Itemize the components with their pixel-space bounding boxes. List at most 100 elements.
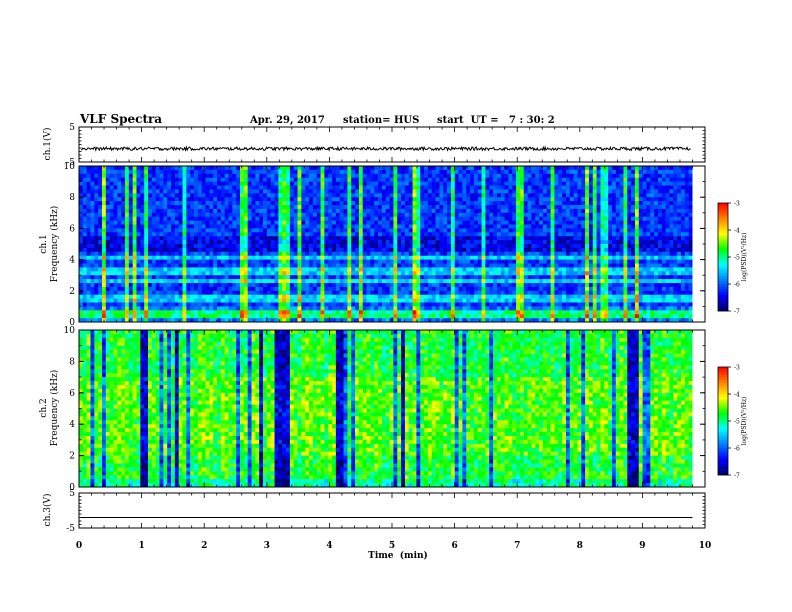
spectrogram-cell [278, 310, 283, 315]
spectrogram-cell [144, 259, 149, 264]
spectrogram-cell [247, 259, 252, 264]
spectrogram-cell [251, 267, 256, 272]
spectrogram-cell [251, 255, 256, 260]
spectrogram-cell [378, 197, 383, 202]
spectrogram-cell [427, 298, 433, 303]
spectrogram-cell [109, 197, 114, 202]
spectrogram-cell [293, 255, 298, 260]
spectrogram-cell [228, 189, 233, 194]
spectrogram-cell [263, 267, 268, 272]
spectrogram-cell [535, 283, 540, 288]
spectrogram-cell [286, 279, 291, 284]
spectrogram-cell [496, 310, 502, 315]
spectrogram-cell [105, 286, 110, 292]
spectrogram-cell [439, 286, 444, 292]
spectrogram-cell [263, 220, 268, 225]
spectrogram-cell [263, 290, 268, 295]
spectrogram-cell [163, 220, 168, 225]
spectrogram-cell [297, 169, 302, 175]
spectrogram-cell [496, 240, 502, 245]
spectrogram-cell [144, 177, 149, 182]
spectrogram-cell [102, 275, 107, 280]
spectrogram-cell [228, 185, 233, 190]
spectrogram-cell [393, 197, 398, 202]
spectrogram-cell [259, 244, 264, 249]
spectrogram-cell [151, 310, 156, 315]
spectrogram-cell [163, 310, 168, 315]
spectrogram-cell [243, 314, 248, 319]
spectrogram-cell [289, 205, 295, 210]
spectrogram-cell [378, 290, 383, 295]
spectrogram-cell [412, 314, 417, 319]
spectrogram-cell [125, 232, 130, 237]
spectrogram-cell [539, 169, 544, 175]
spectrogram-cell [136, 189, 141, 194]
spectrogram-cell [473, 208, 479, 214]
spectrogram-cell [197, 216, 202, 221]
spectrogram-cell [343, 318, 348, 323]
spectrogram-cell [102, 177, 107, 182]
spectrogram-cell [512, 232, 517, 237]
spectrogram-cell [408, 181, 413, 186]
spectrogram-cell [201, 189, 206, 194]
spectrogram-cell [393, 275, 398, 280]
spectrogram-cell [546, 255, 551, 260]
spectrogram-cell [163, 314, 168, 319]
spectrogram-cell [504, 177, 509, 182]
spectrogram-cell [274, 259, 279, 264]
spectrogram-cell [362, 294, 367, 299]
spectrogram-cell [132, 302, 137, 307]
spectrogram-cell [144, 189, 149, 194]
spectrogram-cell [213, 302, 218, 307]
spectrogram-cell [481, 298, 486, 303]
spectrogram-cell [151, 208, 156, 214]
spectrogram-cell [251, 189, 256, 194]
spectrogram-cell [251, 259, 256, 264]
spectrogram-cell [194, 271, 199, 276]
spectrogram-cell [366, 290, 371, 295]
spectrogram-cell [289, 251, 295, 256]
spectrogram-cell [458, 283, 463, 288]
spectrogram-cell [450, 306, 456, 311]
spectrogram-cell [259, 294, 264, 299]
spectrogram-cell [297, 181, 302, 186]
spectrogram-cell [355, 314, 360, 319]
spectrogram-cell [416, 294, 421, 299]
spectrogram-cell [297, 247, 302, 253]
spectrogram-cell [178, 224, 183, 229]
spectrogram-cell [542, 314, 548, 319]
spectrogram-cell [527, 193, 532, 198]
spectrogram-cell [366, 283, 371, 288]
spectrogram-cell [213, 177, 218, 182]
spectrogram-cell [404, 166, 410, 171]
spectrogram-cell [393, 173, 398, 178]
spectrogram-cell [355, 318, 360, 323]
spectrogram-cell [358, 244, 364, 249]
spectrogram-cell [320, 189, 325, 194]
spectrogram-cell [79, 314, 84, 319]
spectrogram-cell [86, 318, 91, 323]
spectrogram-cell [477, 212, 482, 217]
spectrogram-cell [416, 216, 421, 221]
spectrogram-cell [397, 212, 402, 217]
spectrogram-cell [424, 212, 429, 217]
spectrogram-cell [86, 232, 91, 237]
spectrogram-cell [240, 286, 245, 292]
spectrogram-cell [362, 173, 367, 178]
spectrogram-cell [316, 314, 321, 319]
spectrogram-cell [381, 224, 387, 229]
spectrogram-cell [370, 244, 375, 249]
spectrogram-cell [213, 251, 218, 256]
spectrogram-cell [167, 177, 172, 182]
spectrogram-cell [190, 240, 195, 245]
spectrogram-cell [278, 294, 283, 299]
spectrogram-cell [508, 275, 513, 280]
spectrogram-cell [79, 247, 84, 253]
spectrogram-cell [362, 208, 367, 214]
spectrogram-cell [305, 216, 310, 221]
spectrogram-cell [82, 259, 87, 264]
spectrogram-cell [424, 232, 429, 237]
spectrogram-cell [247, 279, 252, 284]
spectrogram-cell [355, 271, 360, 276]
spectrogram-cell [328, 286, 333, 292]
